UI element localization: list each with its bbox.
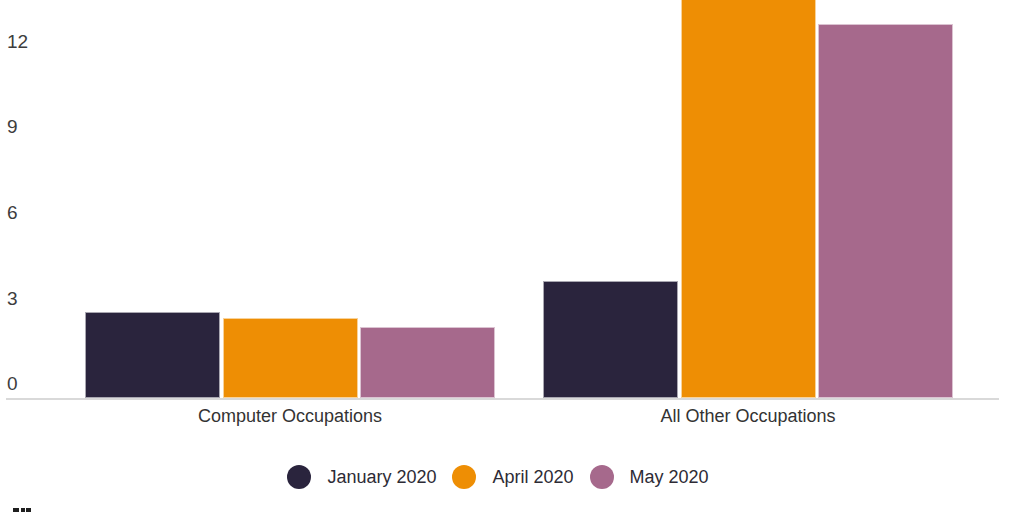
clipped-text-fragment-mark: [13, 508, 19, 512]
legend-label-april: April 2020: [492, 468, 573, 486]
bar-may-all-other-occupations: [818, 24, 953, 398]
x-axis-line: [6, 398, 999, 400]
legend-label-may: May 2020: [630, 468, 709, 486]
y-axis-tick-3: 3: [7, 289, 18, 308]
y-axis-tick-6: 6: [7, 203, 18, 222]
bar-april-all-other-occupations: [681, 0, 816, 398]
legend-item-may-2020: May 2020: [590, 465, 709, 489]
x-axis-label-all-other-occupations: All Other Occupations: [548, 406, 948, 428]
legend-label-january: January 2020: [327, 468, 436, 486]
bar-april-computer-occupations: [223, 318, 358, 398]
bar-january-all-other-occupations: [543, 281, 678, 398]
legend-swatch-january-icon: [287, 465, 311, 489]
bar-chart: 12 9 6 3 0 Computer Occupations All Othe…: [0, 0, 1024, 512]
legend-swatch-april-icon: [452, 465, 476, 489]
y-axis-tick-0: 0: [7, 374, 18, 393]
legend-item-april-2020: April 2020: [452, 465, 573, 489]
clipped-text-fragment-mark: [21, 508, 25, 512]
y-axis-tick-12: 12: [7, 32, 28, 51]
legend-swatch-may-icon: [590, 465, 614, 489]
bar-may-computer-occupations: [360, 327, 495, 398]
clipped-text-fragment-mark: [26, 508, 31, 512]
y-axis-tick-9: 9: [7, 117, 18, 136]
legend: January 2020 April 2020 May 2020: [0, 465, 1010, 489]
legend-item-january-2020: January 2020: [287, 465, 436, 489]
bar-january-computer-occupations: [85, 312, 220, 398]
x-axis-label-computer-occupations: Computer Occupations: [90, 406, 490, 428]
